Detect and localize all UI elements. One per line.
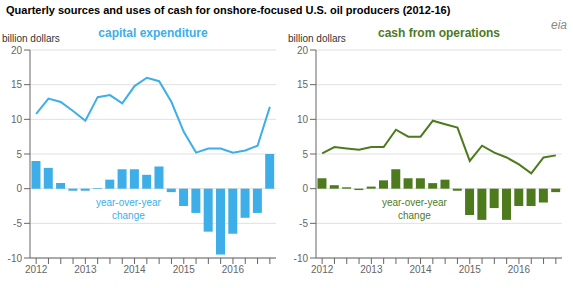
svg-text:2012: 2012: [25, 264, 48, 275]
svg-text:5: 5: [16, 149, 22, 160]
html-text:cash from operations: cash from operations: [378, 26, 500, 40]
svg-text:2013: 2013: [74, 264, 97, 275]
svg-text:15: 15: [297, 79, 309, 90]
html-text:billion dollars: billion dollars: [288, 33, 346, 44]
svg-text:15: 15: [11, 79, 23, 90]
svg-text:2016: 2016: [222, 264, 245, 275]
svg-text:0: 0: [16, 183, 22, 194]
svg-text:20: 20: [297, 45, 309, 56]
svg-text:-5: -5: [13, 218, 22, 229]
svg-text:2015: 2015: [173, 264, 196, 275]
svg-text:-5: -5: [299, 218, 308, 229]
svg-text:2012: 2012: [311, 264, 334, 275]
svg-text:2016: 2016: [508, 264, 531, 275]
html-text:capital expenditure: capital expenditure: [98, 26, 208, 40]
html-text:year-over-year change: year-over-year change: [381, 196, 447, 221]
svg-text:2014: 2014: [123, 264, 146, 275]
svg-text:2013: 2013: [360, 264, 383, 275]
svg-text:10: 10: [11, 114, 23, 125]
svg-text:-10: -10: [294, 253, 309, 264]
html-text:Quarterly sources and uses of: Quarterly sources and uses of cash for o…: [6, 4, 451, 16]
html-text:billion dollars: billion dollars: [2, 33, 60, 44]
svg-text:5: 5: [302, 149, 308, 160]
html-text:eia: eia: [551, 18, 567, 32]
svg-text:10: 10: [297, 114, 309, 125]
svg-text:-10: -10: [8, 253, 22, 264]
svg-text:2014: 2014: [409, 264, 432, 275]
svg-text:20: 20: [11, 45, 23, 56]
html-text:year-over-year change: year-over-year change: [95, 196, 161, 221]
svg-text:2015: 2015: [459, 264, 482, 275]
svg-text:0: 0: [302, 183, 308, 194]
